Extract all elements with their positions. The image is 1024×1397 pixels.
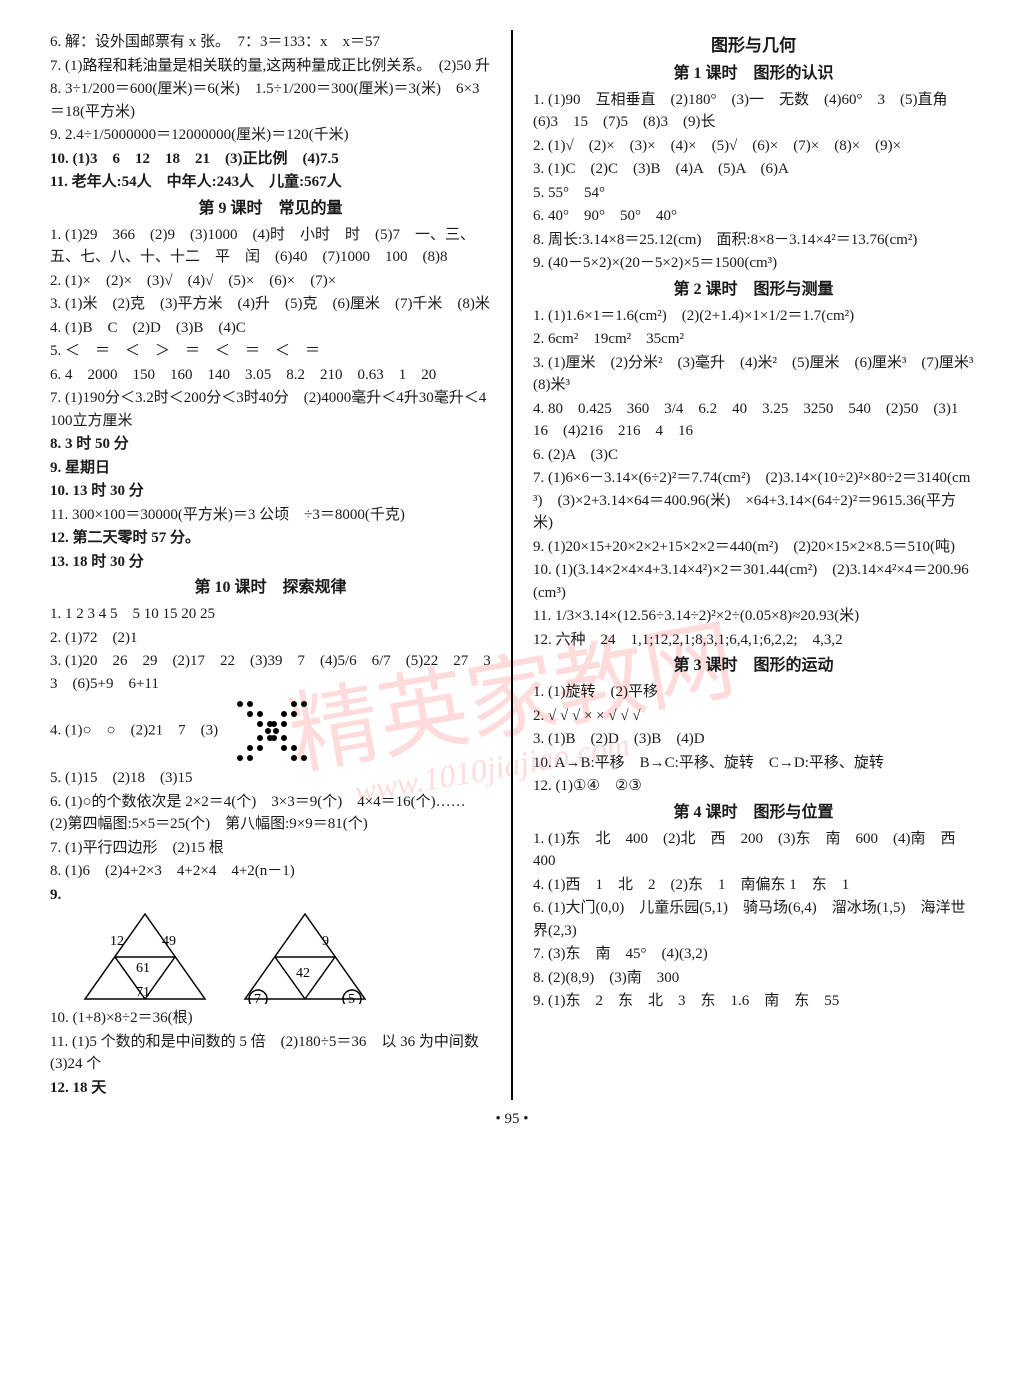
right-column: 图形与几何 第 1 课时 图形的认识 1. (1)90 互相垂直 (2)180°…	[533, 30, 974, 1100]
b11: 11. 1/3×3.14×(12.56÷3.14÷2)²×2÷(0.05×8)≈…	[533, 605, 974, 628]
triangle-1: 12 49 61 71	[80, 909, 210, 1004]
c10: 10. A→B:平移 B→C:平移、旋转 C→D:平移、旋转	[533, 752, 974, 775]
a5: 5. 55° 54°	[533, 182, 974, 205]
b12: 12. 六种 24 1,1;12,2,1;8,3,1;6,4,1;6,2,2; …	[533, 629, 974, 652]
b7: 7. (1)6×6－3.14×(6÷2)²＝7.74(cm²) (2)3.14×…	[533, 467, 974, 535]
s10-12: 12. 18 天	[50, 1077, 491, 1100]
a8: 8. 周长:3.14×8＝25.12(cm) 面积:8×8－3.14×4²＝13…	[533, 229, 974, 252]
x-dot-pattern	[232, 696, 312, 766]
b6: 6. (2)A (3)C	[533, 444, 974, 467]
a2: 2. (1)√ (2)× (3)× (4)× (5)√ (6)× (7)× (8…	[533, 135, 974, 158]
c2: 2. √ √ √ × × √ √ √	[533, 705, 974, 728]
s9-6: 6. 4 2000 150 160 140 3.05 8.2 210 0.63 …	[50, 364, 491, 387]
item-10: 10. (1)3 6 12 18 21 (3)正比例 (4)7.5	[50, 148, 491, 171]
section-title-geometry: 图形与几何	[533, 33, 974, 59]
b1: 1. (1)1.6×1＝1.6(cm²) (2)(2+1.4)×1×1/2＝1.…	[533, 305, 974, 328]
section-title-a2: 第 2 课时 图形与测量	[533, 278, 974, 302]
d9: 9. (1)东 2 东 北 3 东 1.6 南 东 55	[533, 990, 974, 1013]
s10-10: 10. (1+8)×8÷2＝36(根)	[50, 1007, 491, 1030]
d6: 6. (1)大门(0,0) 儿童乐园(5,1) 骑马场(6,4) 溜冰场(1,5…	[533, 897, 974, 942]
b10: 10. (1)(3.14×2×4×4+3.14×4²)×2＝301.44(cm²…	[533, 559, 974, 604]
tri2-d: 5	[348, 992, 355, 1004]
section-title-a3: 第 3 课时 图形的运动	[533, 654, 974, 678]
column-divider	[511, 30, 513, 1100]
s9-13: 13. 18 时 30 分	[50, 551, 491, 574]
s10-3: 3. (1)20 26 29 (2)17 22 (3)39 7 (4)5/6 6…	[50, 650, 491, 695]
s9-10: 10. 13 时 30 分	[50, 480, 491, 503]
item-9: 9. 2.4÷1/5000000＝12000000(厘米)＝120(千米)	[50, 124, 491, 147]
a6: 6. 40° 90° 50° 40°	[533, 205, 974, 228]
d8: 8. (2)(8,9) (3)南 300	[533, 967, 974, 990]
s9-11: 11. 300×100＝30000(平方米)＝3 公顷 ÷3＝8000(千克)	[50, 504, 491, 527]
tri2-c: 7	[254, 992, 261, 1004]
d1: 1. (1)东 北 400 (2)北 西 200 (3)东 南 600 (4)南…	[533, 828, 974, 873]
section-title-9: 第 9 课时 常见的量	[50, 197, 491, 221]
item-8: 8. 3÷1/200＝600(厘米)＝6(米) 1.5÷1/200＝300(厘米…	[50, 78, 491, 123]
section-title-a1: 第 1 课时 图形的认识	[533, 62, 974, 86]
tri2-a: 9	[322, 934, 329, 949]
s10-5: 5. (1)15 (2)18 (3)15	[50, 767, 491, 790]
tri1-b: 49	[162, 934, 176, 949]
c12: 12. (1)①④ ②③	[533, 775, 974, 798]
a9: 9. (40－5×2)×(20－5×2)×5＝1500(cm³)	[533, 252, 974, 275]
item-7: 7. (1)路程和耗油量是相关联的量,这两种量成正比例关系。 (2)50 升	[50, 55, 491, 78]
s9-8: 8. 3 时 50 分	[50, 433, 491, 456]
triangle-diagrams: 12 49 61 71	[80, 909, 491, 1004]
c3: 3. (1)B (2)D (3)B (4)D	[533, 728, 974, 751]
item-6: 6. 解：设外国邮票有 x 张。 7：3＝133：x x＝57	[50, 31, 491, 54]
s10-8: 8. (1)6 (2)4+2×3 4+2×4 4+2(n－1)	[50, 860, 491, 883]
s9-3: 3. (1)米 (2)克 (3)平方米 (4)升 (5)克 (6)厘米 (7)千…	[50, 293, 491, 316]
s10-9: 9.	[50, 884, 491, 907]
a1: 1. (1)90 互相垂直 (2)180° (3)一 无数 (4)60° 3 (…	[533, 89, 974, 134]
s9-2: 2. (1)× (2)× (3)√ (4)√ (5)× (6)× (7)×	[50, 270, 491, 293]
left-column: 6. 解：设外国邮票有 x 张。 7：3＝133：x x＝57 7. (1)路程…	[50, 30, 491, 1100]
s10-11: 11. (1)5 个数的和是中间数的 5 倍 (2)180÷5＝36 以 36 …	[50, 1031, 491, 1076]
section-title-10: 第 10 课时 探索规律	[50, 576, 491, 600]
s9-12: 12. 第二天零时 57 分。	[50, 527, 491, 550]
d7: 7. (3)东 南 45° (4)(3,2)	[533, 943, 974, 966]
s10-4-text: 4. (1)○ ○ (2)21 7 (3)	[50, 722, 218, 738]
tri2-b: 42	[296, 966, 310, 981]
b3: 3. (1)厘米 (2)分米² (3)毫升 (4)米² (5)厘米 (6)厘米³…	[533, 352, 974, 397]
b2: 2. 6cm² 19cm² 35cm²	[533, 328, 974, 351]
section-title-a4: 第 4 课时 图形与位置	[533, 801, 974, 825]
s9-5: 5. ＜ ＝ ＜ ＞ ＝ ＜ ＝ ＜ ＝	[50, 340, 491, 363]
tri1-d: 71	[136, 985, 150, 1000]
s10-4: 4. (1)○ ○ (2)21 7 (3)	[50, 696, 491, 766]
s10-1: 1. 1 2 3 4 5 5 10 15 20 25	[50, 603, 491, 626]
s10-2: 2. (1)72 (2)1	[50, 627, 491, 650]
s9-4: 4. (1)B C (2)D (3)B (4)C	[50, 317, 491, 340]
s10-7: 7. (1)平行四边形 (2)15 根	[50, 837, 491, 860]
tri1-c: 61	[136, 961, 150, 976]
s10-6: 6. (1)○的个数依次是 2×2＝4(个) 3×3＝9(个) 4×4＝16(个…	[50, 791, 491, 836]
s9-9: 9. 星期日	[50, 457, 491, 480]
d4: 4. (1)西 1 北 2 (2)东 1 南偏东 1 东 1	[533, 874, 974, 897]
a3: 3. (1)C (2)C (3)B (4)A (5)A (6)A	[533, 158, 974, 181]
tri1-a: 12	[110, 934, 124, 949]
b9: 9. (1)20×15+20×2×2+15×2×2＝440(m²) (2)20×…	[533, 536, 974, 559]
b4: 4. 80 0.425 360 3/4 6.2 40 3.25 3250 540…	[533, 398, 974, 443]
s9-7: 7. (1)190分＜3.2时＜200分＜3时40分 (2)4000毫升＜4升3…	[50, 387, 491, 432]
c1: 1. (1)旋转 (2)平移	[533, 681, 974, 704]
item-11: 11. 老年人:54人 中年人:243人 儿童:567人	[50, 171, 491, 194]
page-number: • 95 •	[50, 1108, 974, 1131]
triangle-2: 9 42 7 5	[240, 909, 370, 1004]
s9-1: 1. (1)29 366 (2)9 (3)1000 (4)时 小时 时 (5)7…	[50, 224, 491, 269]
